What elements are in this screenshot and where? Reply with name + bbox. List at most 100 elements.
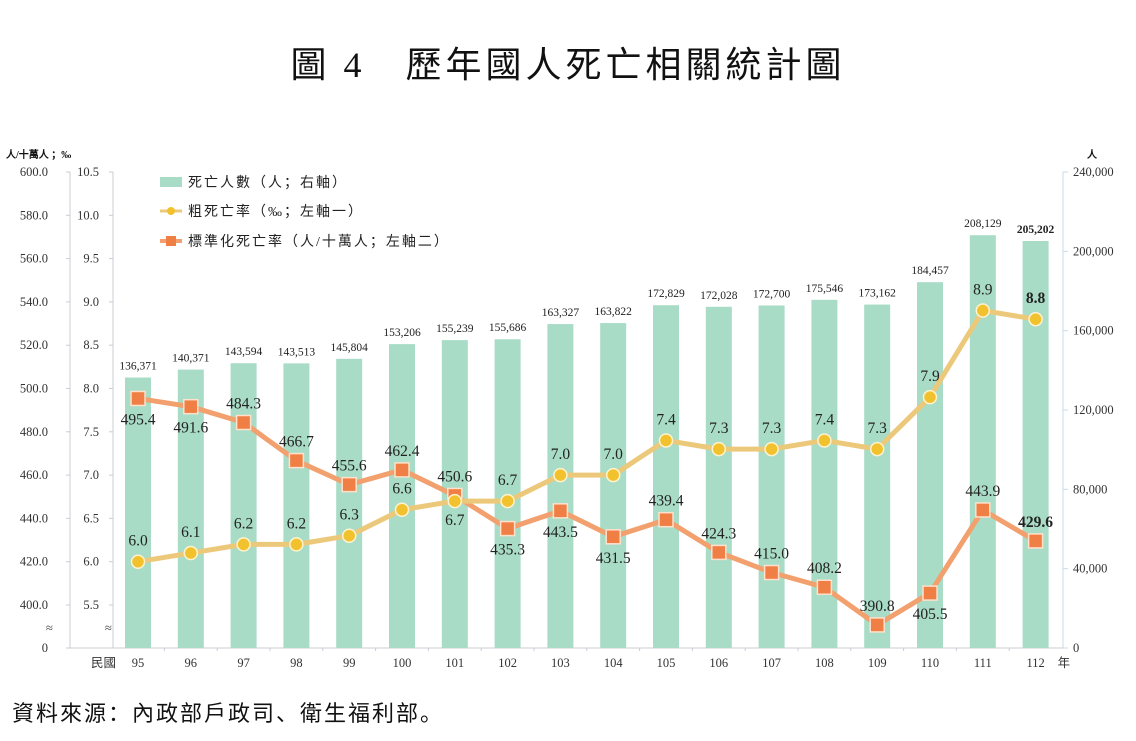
crude-rate-marker [130, 554, 146, 569]
standardized-rate-value-label: 408.2 [807, 560, 842, 577]
bar [230, 363, 257, 648]
bar [705, 306, 732, 648]
standardized-rate-marker [658, 511, 674, 528]
bar-value-label: 163,822 [595, 306, 633, 318]
left-axis-1-tick-label: 480.0 [20, 425, 48, 439]
bar [547, 324, 574, 648]
standardized-rate-value-label: 491.6 [173, 420, 208, 437]
chart: 600.0 580.0 560.0 540.0 520.0 500.0 480.0 460.0… [6, 148, 1114, 670]
standardized-rate-marker [130, 390, 146, 407]
left-axis-2-tick-label: 9.5 [83, 252, 99, 266]
left-axis-2-tick-label: 8.0 [83, 382, 99, 396]
right-axis-tick-label: 120,000 [1073, 403, 1114, 417]
legend-swatch-bar [160, 177, 182, 187]
axes: 600.0 580.0 560.0 540.0 520.0 500.0 480.0 460.0… [6, 148, 1114, 670]
x-axis-tick-label: 96 [185, 656, 198, 670]
bar-value-label: 175,546 [806, 283, 844, 295]
right-axis-tick-label: 0 [1073, 641, 1079, 655]
bar-value-label: 205,202 [1017, 224, 1055, 236]
left-axis-2-tick-label: 7.5 [83, 425, 99, 439]
crude-rate-value-label: 6.0 [128, 533, 148, 550]
bar-value-label: 153,206 [383, 327, 421, 339]
crude-rate-value-label: 6.2 [287, 515, 306, 532]
standardized-rate-marker [341, 476, 357, 493]
standardized-rate-marker [499, 520, 516, 537]
crude-rate-value-label: 7.0 [604, 446, 624, 463]
left-axis-2-tick-label: 7.0 [83, 468, 99, 482]
bar [600, 323, 627, 648]
crude-rate-marker [764, 441, 779, 457]
line-series [130, 303, 1044, 633]
crude-rate-marker [394, 502, 410, 517]
standardized-rate-value-label: 450.6 [437, 468, 472, 485]
source-note: 資料來源：內政部戶政司、衛生福利部。 [12, 701, 445, 726]
left-axis-1-tick-label: 420.0 [20, 555, 48, 569]
left-axis-2-tick-label: 6.0 [83, 555, 99, 569]
crude-rate-marker [711, 441, 727, 457]
crude-rate-value-label: 7.3 [868, 420, 888, 437]
bar-value-label: 172,028 [700, 290, 738, 302]
bar-value-label: 163,327 [542, 307, 580, 319]
standardized-rate-value-label: 435.3 [490, 542, 525, 559]
right-axis-tick-label: 240,000 [1073, 165, 1114, 179]
bar-value-label: 143,594 [225, 346, 263, 358]
left-axis-1-tick-label: 520.0 [20, 338, 48, 352]
standardized-rate-marker [711, 544, 727, 561]
x-axis-tick-label: 111 [974, 656, 992, 670]
data-labels: 136,371 140,371 143,594 143,513 145,804 153,2… [119, 218, 1054, 623]
bar [758, 305, 785, 648]
left-axis-1-tick-label: 400.0 [20, 598, 48, 612]
x-axis-tick-label: 101 [445, 656, 464, 670]
left-axis-unit-label: 人/十萬人 ；‰ [6, 148, 71, 161]
left-axis-2-tick-label: 10.0 [77, 208, 99, 222]
crude-rate-value-label: 7.3 [762, 420, 782, 437]
left-axis-1-tick-label: 440.0 [20, 511, 48, 525]
crude-rate-marker [1028, 311, 1043, 327]
x-axis-tick-label: 100 [393, 656, 412, 670]
standardized-rate-value-label: 424.3 [701, 525, 736, 542]
crude-rate-value-label: 7.3 [709, 420, 729, 437]
left-axis-1-tick-label: 580.0 [20, 208, 48, 222]
right-axis-tick-label: 160,000 [1073, 324, 1114, 338]
left-axis-1-tick-label: 560.0 [20, 252, 48, 266]
crude-rate-marker [817, 433, 832, 448]
standardized-rate-marker [975, 502, 991, 518]
standardized-rate-value-label: 390.8 [860, 598, 895, 615]
left-axis-2-tick-label: 5.5 [83, 598, 99, 612]
left-axis-1-break-mark: ≈ [46, 621, 53, 635]
x-axis-tick-label: 112 [1026, 656, 1044, 670]
bar [336, 358, 363, 648]
standardized-rate-value-label: 439.4 [649, 493, 684, 510]
crude-rate-marker [500, 493, 515, 509]
crude-rate-value-label: 6.7 [445, 512, 465, 529]
standardized-rate-marker [816, 579, 833, 595]
standardized-rate-value-label: 455.6 [332, 458, 367, 475]
left-axis-1-tick-label: 540.0 [20, 295, 48, 309]
bar-value-label: 184,457 [911, 265, 949, 277]
crude-rate-marker [447, 493, 463, 509]
bar [177, 369, 204, 648]
standardized-rate-value-label: 484.3 [226, 395, 261, 412]
legend-entry-label: 粗死亡率（‰；左軸一） [188, 203, 364, 220]
standardized-rate-marker [869, 617, 885, 633]
standardized-rate-value-label: 466.7 [279, 434, 314, 451]
crude-rate-line [137, 308, 1037, 565]
crude-rate-marker [975, 303, 991, 318]
standardized-rate-value-label: 443.5 [543, 524, 578, 541]
left-axis-2-tick-label: 10.5 [77, 165, 99, 179]
crude-rate-value-label: 6.3 [340, 507, 360, 524]
crude-rate-value-label: 8.9 [973, 282, 993, 299]
figure-title: 圖 4 歷年國人死亡相關統計圖 [290, 45, 846, 85]
bar [125, 377, 151, 648]
standardized-rate-value-label: 415.0 [754, 546, 789, 563]
bar-value-label: 172,829 [647, 288, 685, 300]
x-axis-tick-label: 97 [237, 656, 250, 670]
bar [389, 344, 415, 648]
right-axis-tick-label: 200,000 [1073, 244, 1114, 258]
x-axis-prefix-label: 民國 [91, 656, 116, 670]
crude-rate-marker [236, 537, 251, 552]
standardized-rate-value-label: 495.4 [121, 411, 156, 428]
bar-value-label: 155,239 [436, 323, 474, 335]
left-axis-2-break-mark: ≈ [105, 621, 112, 635]
crude-rate-value-label: 6.7 [498, 472, 518, 489]
